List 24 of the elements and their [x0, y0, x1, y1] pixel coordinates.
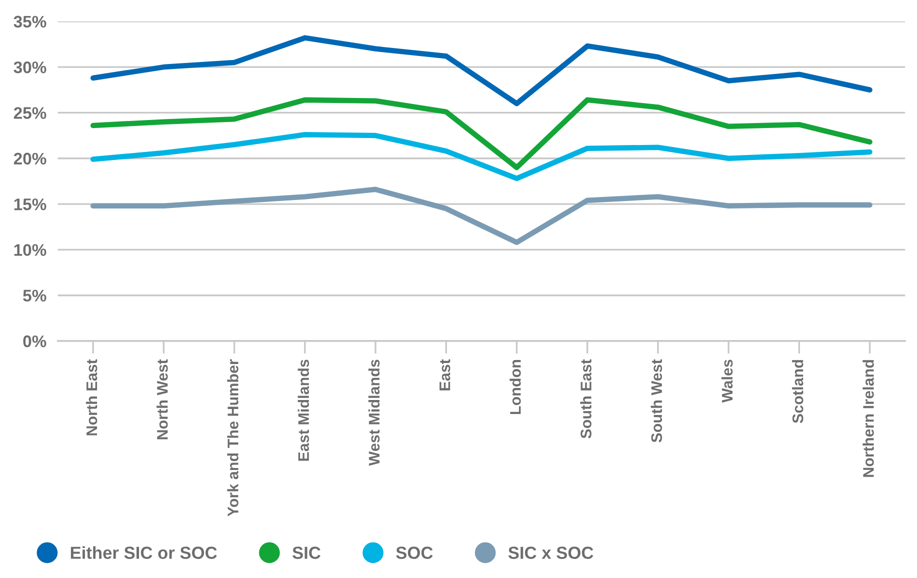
legend-label: Either SIC or SOC	[70, 546, 217, 559]
y-tick-label: 0%	[23, 335, 46, 348]
x-tick-label: South East	[580, 359, 592, 438]
legend-label: SIC	[292, 546, 320, 559]
x-tick-label: North West	[156, 359, 168, 440]
x-tick-label: Scotland	[792, 360, 804, 424]
y-tick-label: 30%	[14, 61, 46, 74]
y-tick-label: 35%	[14, 16, 46, 28]
x-tick-label: South West	[650, 359, 662, 442]
x-tick-label: Northern Ireland	[862, 360, 874, 477]
y-tick-label: 5%	[23, 290, 46, 302]
x-tick-label: London	[510, 360, 521, 414]
legend-label: SIC x SOC	[508, 546, 594, 559]
y-tick-label: 15%	[14, 198, 46, 210]
x-tick-label: North East	[86, 359, 98, 436]
x-tick-label: Wales	[721, 360, 733, 403]
x-tick-label: West Midlands	[368, 360, 380, 466]
legend-label: SOC	[396, 546, 433, 559]
y-tick-label: 20%	[14, 152, 46, 165]
x-tick-label: York and The Humber	[227, 359, 238, 516]
x-tick-label: East Midlands	[298, 360, 310, 461]
x-tick-label: East	[440, 359, 450, 390]
y-tick-label: 25%	[14, 107, 46, 119]
y-tick-label: 10%	[14, 244, 46, 256]
